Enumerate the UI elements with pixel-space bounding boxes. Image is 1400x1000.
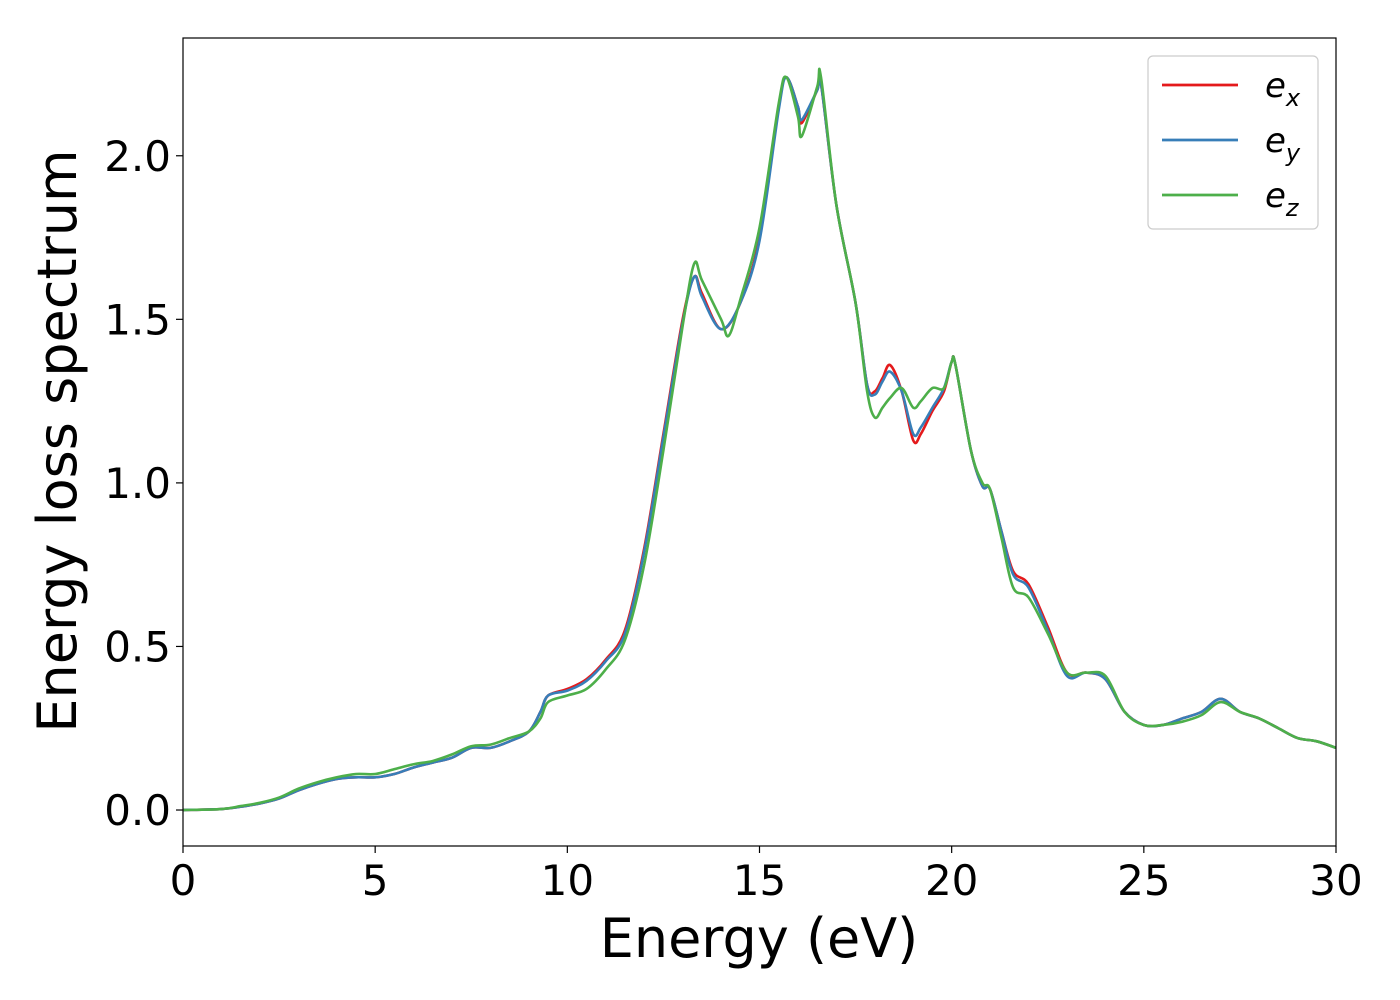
- legend-item: ex: [1162, 66, 1301, 112]
- x-tick-label: 30: [1309, 856, 1362, 905]
- x-tick-label: 5: [362, 856, 389, 905]
- legend-label: ez: [1265, 176, 1300, 222]
- plot-lines: [183, 67, 1336, 812]
- x-tick-label: 15: [733, 856, 786, 905]
- y-tick-label: 0.0: [104, 786, 171, 835]
- y-tick-label: 2.0: [104, 132, 171, 181]
- x-axis-ticks: 0 5 10 15 20 25 30: [170, 846, 1363, 905]
- x-axis-title: Energy (eV): [600, 907, 919, 970]
- x-tick-label: 25: [1117, 856, 1170, 905]
- x-tick-label: 10: [541, 856, 594, 905]
- series-line-e-z: [183, 67, 1336, 812]
- legend-box: [1147, 55, 1319, 230]
- legend-item: ey: [1162, 121, 1301, 167]
- legend: ex ey ez: [1147, 55, 1319, 230]
- legend-label: ex: [1265, 66, 1301, 112]
- x-tick-label: 0: [170, 856, 197, 905]
- y-axis-title: Energy loss spectrum: [26, 149, 89, 732]
- legend-label: ey: [1265, 121, 1301, 167]
- y-axis-ticks: 0.0 0.5 1.0 1.5 2.0: [104, 132, 183, 835]
- y-tick-label: 0.5: [104, 622, 171, 671]
- legend-item: ez: [1162, 176, 1300, 222]
- x-tick-label: 20: [925, 856, 978, 905]
- y-tick-label: 1.0: [104, 459, 171, 508]
- y-tick-label: 1.5: [104, 295, 171, 344]
